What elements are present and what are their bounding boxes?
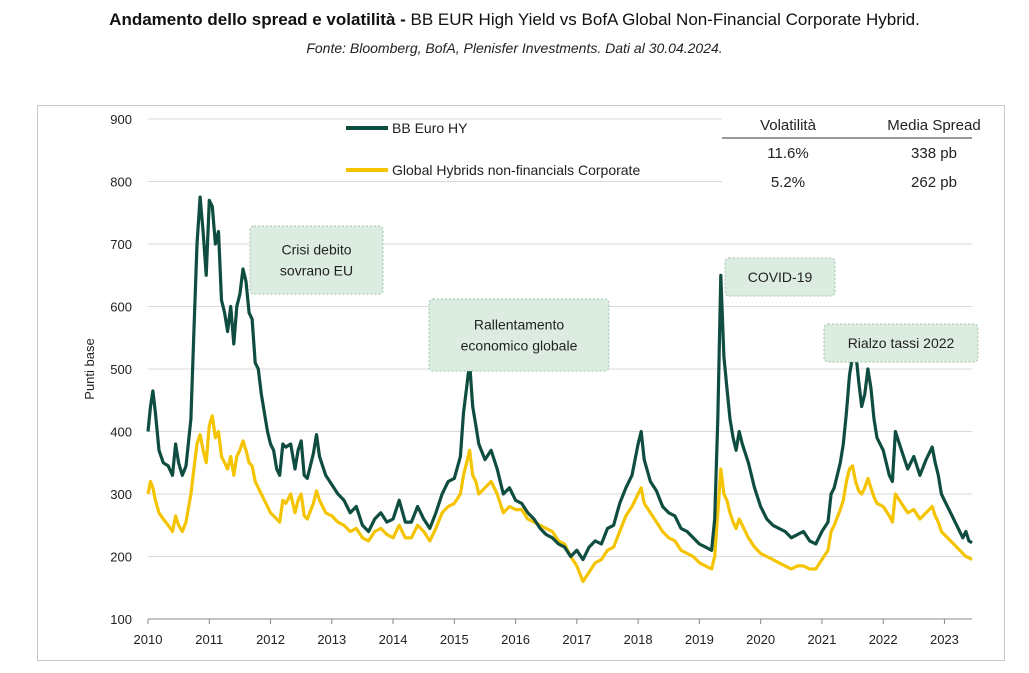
annotation-box <box>823 323 979 363</box>
annotation-text: COVID-19 <box>748 269 813 285</box>
y-tick-label: 300 <box>110 487 132 502</box>
y-axis-label: Punti base <box>82 338 97 399</box>
chart-frame <box>37 105 1005 661</box>
annotation-text: Crisi debito <box>281 242 351 258</box>
x-tick-label: 2016 <box>501 632 530 647</box>
y-tick-label: 500 <box>110 362 132 377</box>
x-tick-label: 2017 <box>562 632 591 647</box>
x-tick-label: 2014 <box>379 632 408 647</box>
annotation-box <box>249 225 384 295</box>
y-tick-label: 200 <box>110 550 132 565</box>
chart-subtitle: Fonte: Bloomberg, BofA, Plenisfer Invest… <box>306 40 723 56</box>
annotation-text: Rallentamento <box>474 317 564 333</box>
stats-header: Media Spread <box>887 117 980 134</box>
stats-cell: 338 pb <box>911 145 957 162</box>
x-tick-label: 2023 <box>930 632 959 647</box>
stats-cell: 11.6% <box>767 145 808 162</box>
series-bb-euro-hy <box>146 195 973 562</box>
y-tick-label: 700 <box>110 237 132 252</box>
annotation-text: economico globale <box>461 338 578 354</box>
x-tick-label: 2022 <box>869 632 898 647</box>
y-tick-label: 100 <box>110 612 132 627</box>
x-tick-label: 2019 <box>685 632 714 647</box>
x-tick-label: 2012 <box>256 632 285 647</box>
x-tick-label: 2011 <box>195 632 223 647</box>
y-tick-label: 600 <box>110 300 132 315</box>
x-tick-label: 2015 <box>440 632 469 647</box>
annotation-text: Rialzo tassi 2022 <box>848 335 955 351</box>
chart-title-rest: BB EUR High Yield vs BofA Global Non-Fin… <box>405 10 920 29</box>
series-global-hybrids <box>146 414 973 584</box>
x-tick-label: 2021 <box>807 632 836 647</box>
annotation-text: sovrano EU <box>280 263 353 279</box>
legend-label: Global Hybrids non-financials Corporate <box>392 162 640 178</box>
stats-header: Volatilità <box>760 117 817 134</box>
stats-table-background <box>722 112 972 196</box>
stats-cell: 5.2% <box>771 174 805 191</box>
x-tick-label: 2013 <box>317 632 346 647</box>
annotation-box <box>724 257 836 297</box>
stats-cell: 262 pb <box>911 174 957 191</box>
x-tick-label: 2020 <box>746 632 775 647</box>
annotation-box <box>428 298 610 372</box>
y-tick-label: 900 <box>110 112 132 127</box>
y-tick-label: 800 <box>110 175 132 190</box>
chart-title-bold: Andamento dello spread e volatilità - <box>109 10 406 29</box>
y-tick-label: 400 <box>110 425 132 440</box>
x-tick-label: 2010 <box>134 632 163 647</box>
x-tick-label: 2018 <box>624 632 653 647</box>
legend-label: BB Euro HY <box>392 120 468 136</box>
chart-title: Andamento dello spread e volatilità - BB… <box>0 10 1029 30</box>
